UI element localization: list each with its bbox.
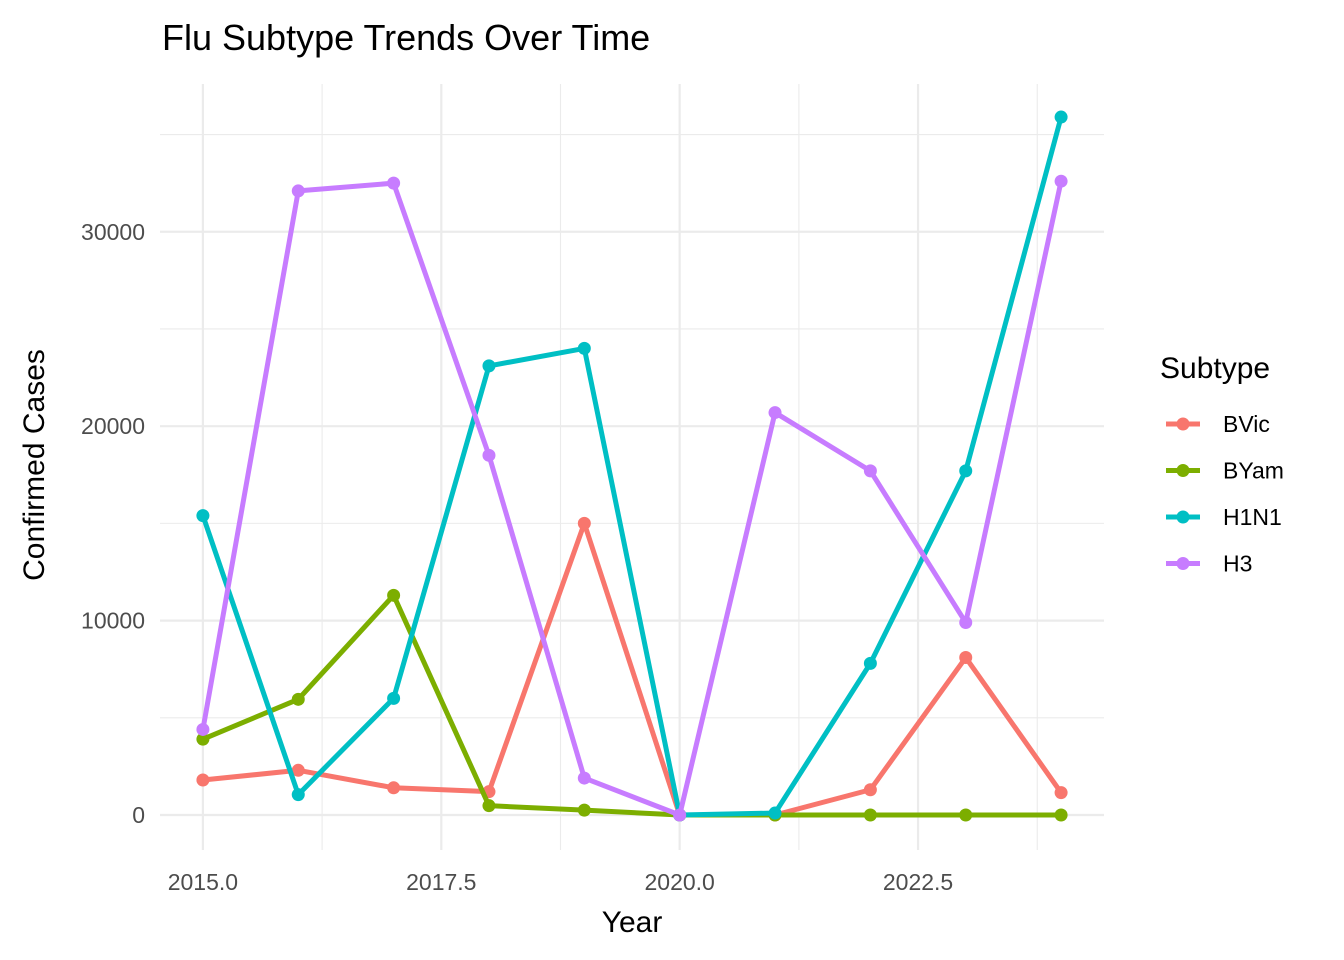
data-point-h3 xyxy=(482,448,496,462)
data-point-bvic xyxy=(387,781,401,795)
legend-title: Subtype xyxy=(1160,352,1270,385)
x-tick-label: 2015.0 xyxy=(168,869,238,895)
data-point-h3 xyxy=(863,464,877,478)
legend-item-byam: BYam xyxy=(1166,458,1284,484)
data-point-h3 xyxy=(196,722,210,736)
data-point-bvic xyxy=(577,516,591,530)
data-point-byam xyxy=(196,732,210,746)
y-tick-label: 20000 xyxy=(81,413,145,439)
legend-label: BVic xyxy=(1223,411,1270,437)
data-point-h3 xyxy=(1054,174,1068,188)
legend-items: BVic BYam H1N1 H3 xyxy=(1166,411,1284,577)
legend-label: BYam xyxy=(1223,458,1284,484)
legend-item-bvic: BVic xyxy=(1166,411,1270,437)
data-point-h1n1 xyxy=(1054,110,1068,124)
y-tick-label: 30000 xyxy=(81,219,145,245)
legend-item-h3: H3 xyxy=(1166,551,1252,577)
data-point-bvic xyxy=(1054,786,1068,800)
data-point-h1n1 xyxy=(768,806,782,820)
data-point-byam xyxy=(387,588,401,602)
axes: 0 10000 20000 30000 2015.0 2017.5 2020.0 2022.5 xyxy=(81,219,953,895)
data-point-h3 xyxy=(673,808,687,822)
data-point-h3 xyxy=(959,616,973,630)
legend-label: H3 xyxy=(1223,551,1252,577)
legend-key-point xyxy=(1176,464,1190,477)
data-point-h1n1 xyxy=(387,691,401,705)
legend-key-point xyxy=(1176,417,1190,431)
data-point-bvic xyxy=(959,651,973,665)
y-axis-title: Confirmed Cases xyxy=(18,349,51,581)
data-point-byam xyxy=(577,803,591,817)
x-tick-label: 2022.5 xyxy=(883,869,953,895)
data-point-h3 xyxy=(577,771,591,785)
x-tick-label: 2017.5 xyxy=(406,869,476,895)
data-point-bvic xyxy=(863,783,877,797)
legend-key-point xyxy=(1176,510,1190,524)
data-point-h1n1 xyxy=(959,464,973,478)
data-point-h1n1 xyxy=(291,788,305,802)
series-layer xyxy=(196,110,1068,822)
data-point-byam xyxy=(482,799,496,813)
data-point-byam xyxy=(291,692,305,706)
chart-title: Flu Subtype Trends Over Time xyxy=(162,17,650,58)
data-point-h3 xyxy=(387,176,401,190)
series-line-h3 xyxy=(200,180,1064,818)
data-point-h1n1 xyxy=(196,509,210,523)
y-tick-label: 10000 xyxy=(81,608,145,634)
legend-label: H1N1 xyxy=(1223,504,1282,530)
series-h3 xyxy=(196,174,1068,822)
data-point-h3 xyxy=(768,406,782,420)
data-point-h1n1 xyxy=(577,341,591,355)
x-axis-title: Year xyxy=(602,906,663,939)
legend-key-point xyxy=(1176,557,1190,570)
data-point-h1n1 xyxy=(863,656,877,670)
x-tick-label: 2020.0 xyxy=(644,869,714,895)
data-point-byam xyxy=(863,808,877,822)
series-line-h1n1 xyxy=(200,116,1064,818)
data-point-byam xyxy=(1054,808,1068,822)
legend-item-h1n1: H1N1 xyxy=(1166,504,1282,530)
data-point-bvic xyxy=(291,763,305,777)
legend: Subtype BVic BYam H1N1 H3 xyxy=(1160,352,1284,577)
data-point-byam xyxy=(959,808,973,822)
data-point-bvic xyxy=(196,773,210,787)
data-point-h1n1 xyxy=(482,359,496,373)
y-tick-label: 0 xyxy=(132,802,145,828)
series-line-byam xyxy=(201,592,1062,818)
series-line-bvic xyxy=(202,520,1064,818)
data-point-h3 xyxy=(291,184,305,198)
